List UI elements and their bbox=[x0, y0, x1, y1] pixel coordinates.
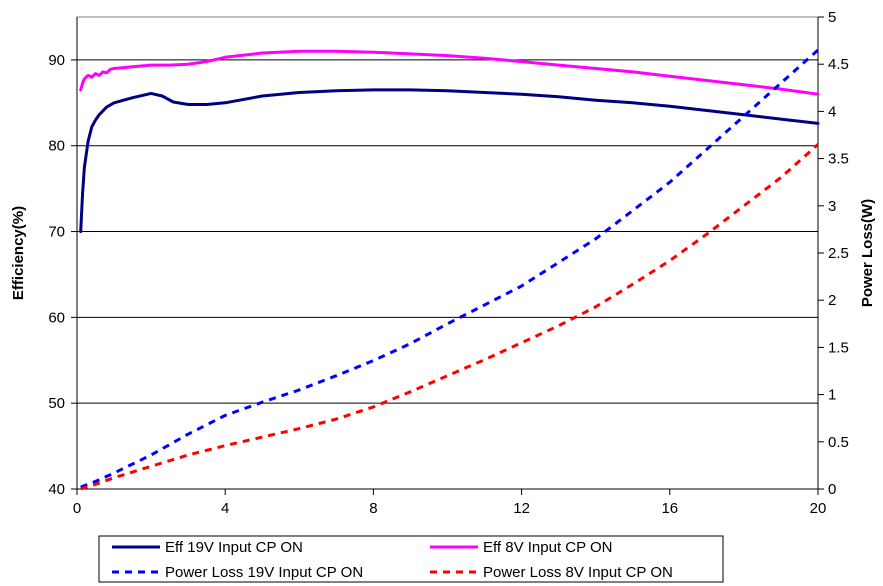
y-right-tick-label: 4.5 bbox=[828, 56, 849, 73]
x-tick-label: 16 bbox=[661, 500, 678, 517]
legend-label-3: Power Loss 19V Input CP ON bbox=[165, 564, 363, 581]
x-tick-label: 20 bbox=[810, 500, 827, 517]
y-left-tick-label: 70 bbox=[48, 224, 65, 241]
y-right-tick-label: 4 bbox=[828, 103, 836, 120]
y-right-tick-label: 5 bbox=[828, 9, 836, 26]
y-right-tick-label: 1.5 bbox=[828, 339, 849, 356]
x-tick-label: 0 bbox=[73, 500, 81, 517]
series-line-3 bbox=[80, 48, 819, 489]
series-line-1 bbox=[79, 88, 820, 233]
tick-marks bbox=[71, 16, 824, 495]
y-right-tick-label: 0 bbox=[828, 481, 836, 498]
x-tick-label: 4 bbox=[221, 500, 229, 517]
y-axis-left-title: Efficiency(%) bbox=[10, 206, 27, 300]
legend-box bbox=[98, 535, 724, 583]
legend-label-2: Eff 8V Input CP ON bbox=[483, 539, 613, 556]
y-left-tick-label: 90 bbox=[48, 52, 65, 69]
y-left-tick-label: 50 bbox=[48, 395, 65, 412]
legend-label-4: Power Loss 8V Input CP ON bbox=[483, 564, 673, 581]
y-right-tick-label: 3 bbox=[828, 198, 836, 215]
series-lines bbox=[79, 48, 820, 491]
series-line-4 bbox=[80, 143, 819, 491]
y-axis-right-title: Power Loss(W) bbox=[859, 199, 876, 307]
y-right-tick-label: 2 bbox=[828, 292, 836, 309]
y-left-tick-label: 60 bbox=[48, 309, 65, 326]
y-right-tick-label: 3.5 bbox=[828, 151, 849, 168]
x-tick-label: 8 bbox=[369, 500, 377, 517]
gridlines bbox=[77, 59, 818, 404]
y-right-tick-label: 2.5 bbox=[828, 245, 849, 262]
y-right-tick-label: 0.5 bbox=[828, 434, 849, 451]
x-tick-label: 12 bbox=[513, 500, 530, 517]
y-right-tick-label: 1 bbox=[828, 387, 836, 404]
y-left-tick-label: 40 bbox=[48, 481, 65, 498]
legend: Eff 19V Input CP ON Eff 8V Input CP ON Pow… bbox=[98, 535, 724, 583]
y-left-tick-label: 80 bbox=[48, 138, 65, 155]
series-line-2 bbox=[79, 49, 820, 96]
legend-label-1: Eff 19V Input CP ON bbox=[165, 539, 303, 556]
